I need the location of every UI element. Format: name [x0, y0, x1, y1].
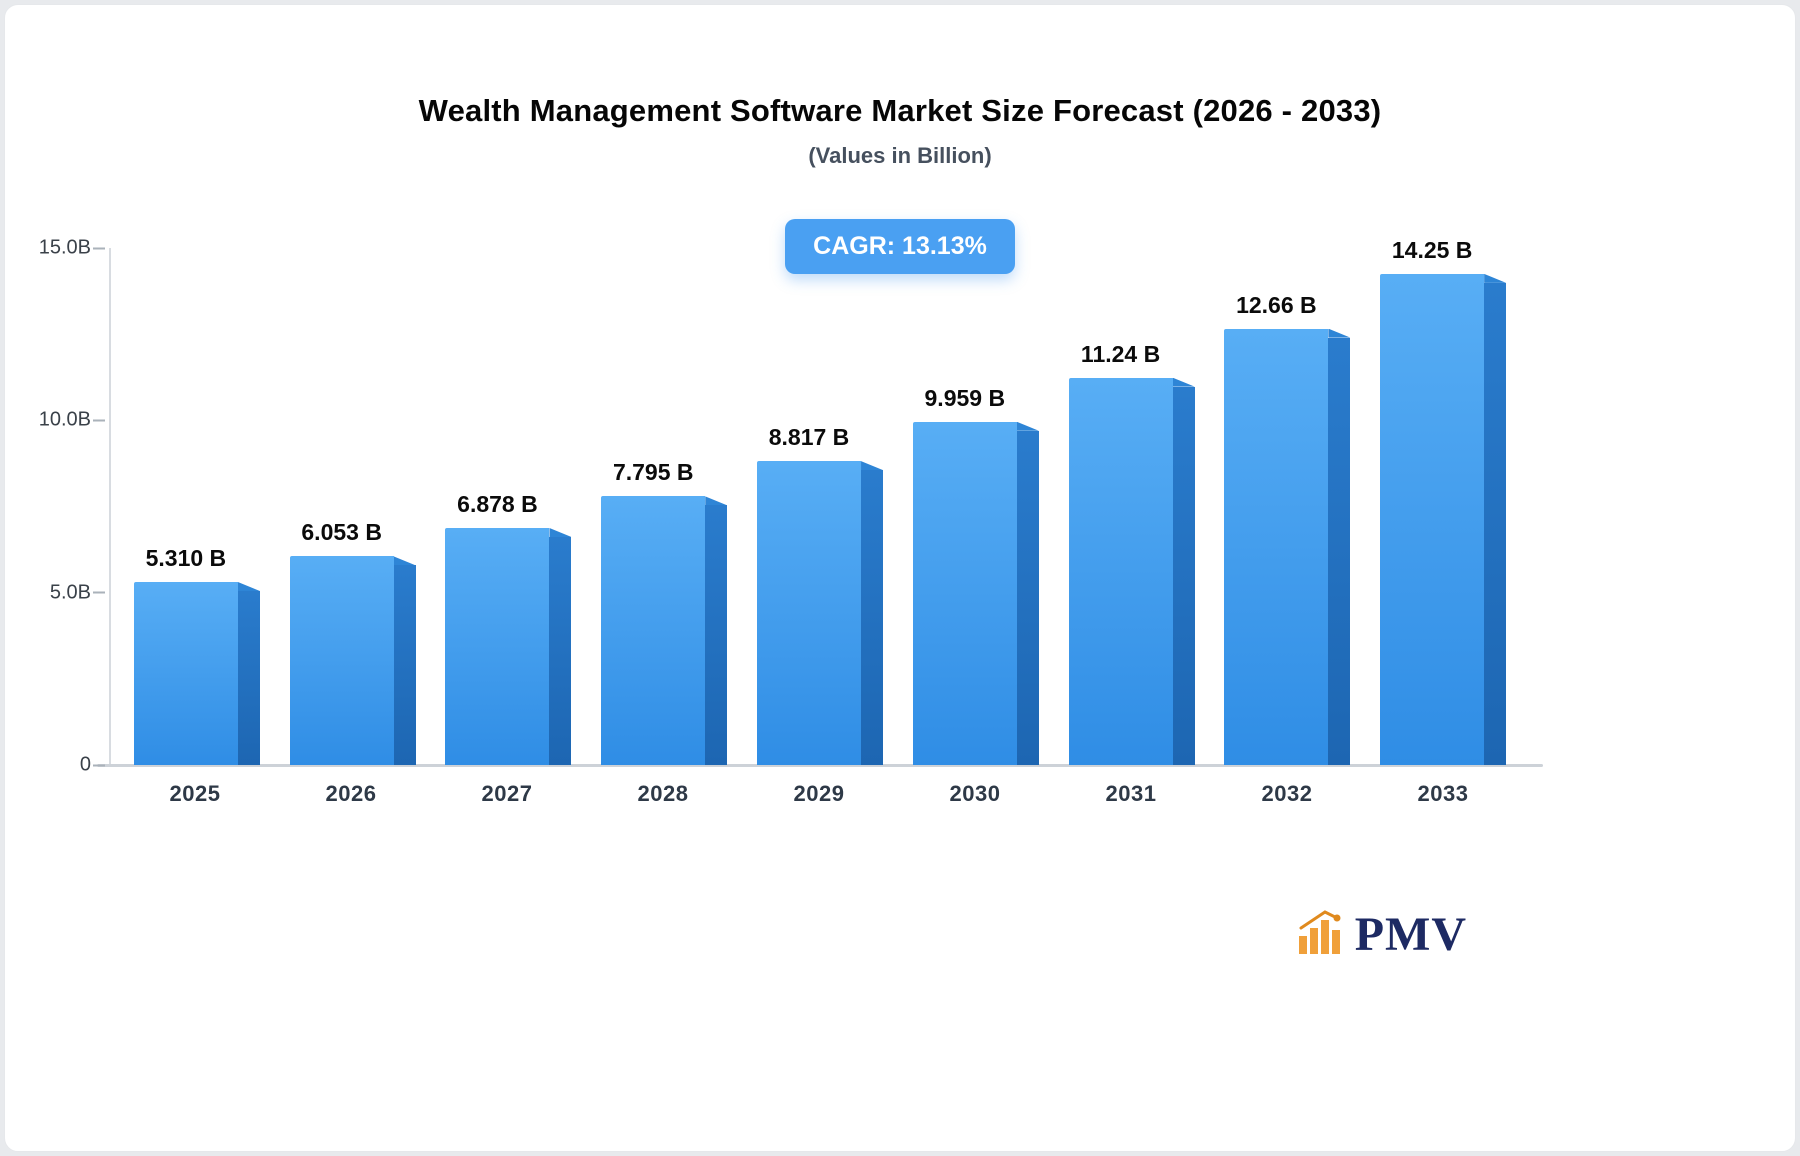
- bar-top-bevel: [549, 527, 572, 537]
- bar-front-face: [1224, 328, 1329, 765]
- y-tick-label: 5.0B: [49, 581, 91, 604]
- bar-top-bevel: [393, 556, 416, 566]
- bar-front-face: [1380, 273, 1485, 765]
- chart-subtitle: (Values in Billion): [808, 143, 992, 168]
- bar-2029: 8.817 B: [757, 424, 884, 765]
- x-axis-line: [97, 764, 1543, 767]
- y-tick: 10.0B: [5, 408, 105, 432]
- bar-value-label: 9.959 B: [924, 384, 1006, 411]
- bar-value-label: 11.24 B: [1080, 340, 1161, 367]
- x-axis-label: 2033: [1417, 781, 1469, 806]
- bar-front-face: [1068, 377, 1173, 765]
- bar-front-face: [289, 556, 394, 765]
- bar-side-face: [861, 470, 884, 765]
- bar-2031: 11.24 B: [1068, 341, 1195, 765]
- badge-row: CAGR: 13.13%: [5, 219, 1795, 274]
- y-tick: 15.0B: [5, 236, 105, 260]
- x-axis-label: 2029: [793, 781, 845, 806]
- bar-side-face: [237, 590, 260, 765]
- bar-side-face: [1328, 337, 1351, 765]
- x-axis-label: 2030: [949, 781, 1001, 806]
- x-axis-label: 2032: [1261, 781, 1313, 806]
- bar-side-face: [393, 565, 416, 765]
- chart-title: Wealth Management Software Market Size F…: [418, 93, 1382, 128]
- bar-front-face: [445, 527, 550, 765]
- pmv-logo: PMV: [1295, 906, 1467, 963]
- cagr-badge: CAGR: 13.13%: [785, 219, 1015, 274]
- bar-front-face: [133, 581, 238, 765]
- bar-2026: 6.053 B: [289, 519, 416, 765]
- bar-value-label: 12.66 B: [1236, 291, 1317, 318]
- pmv-logo-text: PMV: [1354, 908, 1467, 961]
- y-tick-mark: [93, 591, 105, 594]
- bar-chart-icon: [1295, 906, 1347, 963]
- x-axis-label: 2031: [1105, 781, 1157, 806]
- bar-side-face: [1172, 386, 1195, 765]
- bar-slot: 9.959 B: [898, 248, 1054, 765]
- chart-card: Wealth Management Software Market Size F…: [4, 4, 1796, 1152]
- bar-side-face: [1484, 282, 1507, 765]
- bar-side-face: [1016, 430, 1039, 765]
- bar-value-label: 14.25 B: [1391, 236, 1473, 263]
- bar-top-bevel: [237, 581, 260, 591]
- bar-value-label: 6.053 B: [301, 519, 382, 546]
- bar-2025: 5.310 B: [133, 545, 260, 765]
- y-tick-label: 0: [79, 753, 91, 776]
- bar-top-bevel: [1328, 328, 1351, 338]
- bar-slot: 5.310 B: [119, 248, 275, 765]
- y-tick-mark: [93, 247, 105, 249]
- bar-top-bevel: [1484, 273, 1507, 283]
- y-tick-label: 10.0B: [38, 408, 91, 431]
- plot-area: 5.310 B 6.053 B 6.878 B 7.795 B 8.817 B 9.959…: [39, 237, 1543, 776]
- bar-value-label: 6.878 B: [457, 490, 538, 517]
- bar-side-face: [705, 505, 728, 765]
- bar-2032: 12.66 B: [1224, 292, 1351, 765]
- x-axis-label: 2026: [325, 781, 377, 806]
- bar-2027: 6.878 B: [445, 491, 572, 765]
- bar-front-face: [601, 496, 706, 765]
- bar-slot: 14.25 B: [1365, 237, 1521, 765]
- bar-slot: 11.24 B: [1054, 248, 1210, 765]
- bar-2028: 7.795 B: [601, 459, 728, 765]
- x-axis-label: 2025: [169, 781, 221, 806]
- y-tick: 5.0B: [5, 581, 105, 604]
- bar-top-bevel: [1172, 377, 1195, 387]
- bar-front-face: [912, 421, 1017, 765]
- bar-top-bevel: [705, 496, 728, 506]
- y-tick-label: 15.0B: [38, 236, 91, 259]
- y-tick: 0: [5, 753, 105, 777]
- bar-value-label: 5.310 B: [145, 544, 227, 571]
- bar-top-bevel: [1016, 421, 1039, 431]
- bar-side-face: [549, 536, 572, 765]
- bar-2033: 14.25 B: [1380, 237, 1507, 765]
- bar-slot: 8.817 B: [742, 248, 898, 765]
- x-axis-label: 2027: [481, 781, 533, 806]
- bar-value-label: 8.817 B: [768, 424, 850, 451]
- bar-front-face: [757, 461, 862, 765]
- x-axis-label: 2028: [637, 781, 689, 806]
- bar-slot: 6.878 B: [431, 248, 587, 765]
- bar-slot: 12.66 B: [1209, 248, 1365, 765]
- x-axis-labels: 2025 2026 2027 2028 2029 2030 2031 2032 2033: [109, 765, 1529, 807]
- y-tick-mark: [93, 764, 105, 766]
- bar-value-label: 7.795 B: [612, 459, 694, 486]
- bar-top-bevel: [861, 461, 884, 471]
- bars-container: 5.310 B 6.053 B 6.878 B 7.795 B 8.817 B 9.959…: [111, 237, 1529, 765]
- bar-slot: 6.053 B: [275, 248, 431, 765]
- y-tick-mark: [93, 419, 105, 422]
- bar-2030: 9.959 B: [912, 385, 1039, 765]
- bar-slot: 7.795 B: [586, 248, 742, 765]
